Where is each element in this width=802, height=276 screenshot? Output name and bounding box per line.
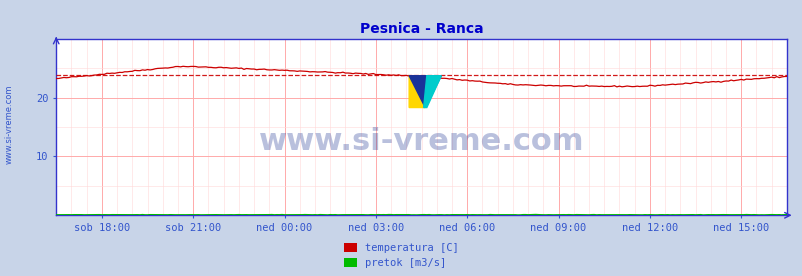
Title: Pesnica - Ranca: Pesnica - Ranca	[359, 22, 483, 36]
Polygon shape	[409, 76, 425, 108]
Text: www.si-vreme.com: www.si-vreme.com	[258, 127, 584, 156]
Polygon shape	[423, 76, 441, 108]
Legend: temperatura [C], pretok [m3/s]: temperatura [C], pretok [m3/s]	[344, 243, 458, 268]
Polygon shape	[409, 76, 441, 108]
Text: www.si-vreme.com: www.si-vreme.com	[5, 84, 14, 164]
